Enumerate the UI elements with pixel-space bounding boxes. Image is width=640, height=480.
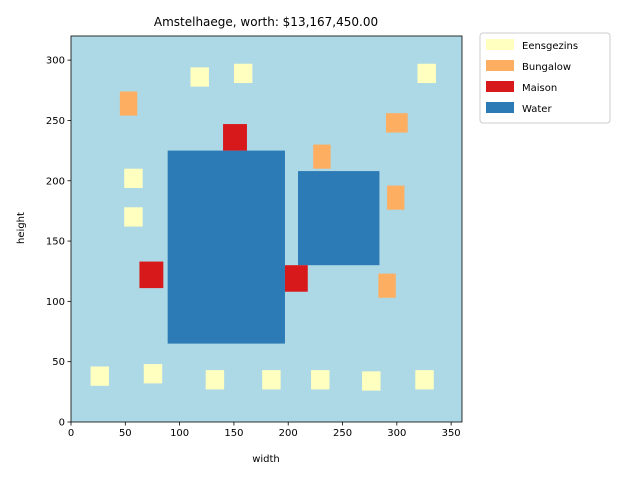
eensgezins-area-19 — [311, 370, 330, 390]
legend-frame — [479, 32, 611, 124]
legend: Eensgezins Bungalow Maison Water — [479, 32, 611, 124]
maison-area-3 — [139, 261, 164, 289]
legend-label-bungalow: Bungalow — [522, 62, 571, 73]
eensgezins-area-11 — [233, 63, 253, 84]
eensgezins-area-21 — [415, 370, 434, 390]
legend-swatch-bungalow — [486, 60, 514, 71]
bungalow-area-9 — [378, 273, 396, 298]
y-tick-label-1: 50 — [52, 357, 65, 368]
eensgezins-area-13 — [124, 168, 143, 188]
y-tick-label-4: 200 — [46, 176, 65, 187]
x-tick-label-0: 0 — [68, 428, 74, 439]
eensgezins-area-14 — [124, 207, 143, 227]
x-tick-label-2: 100 — [170, 428, 189, 439]
y-tick-label-6: 300 — [46, 56, 65, 67]
x-tick-label-1: 50 — [119, 428, 132, 439]
water-area-1 — [297, 171, 380, 266]
y-axis: 0 50 100 150 200 250 300 — [46, 56, 71, 429]
bungalow-area-7 — [385, 113, 408, 133]
eensgezins-area-16 — [143, 364, 163, 384]
x-axis-label: width — [252, 454, 280, 465]
legend-label-water: Water — [522, 104, 552, 115]
bungalow-area-6 — [313, 144, 331, 169]
legend-label-eensgezins: Eensgezins — [522, 41, 578, 52]
eensgezins-area-10 — [190, 67, 209, 87]
x-tick-label-5: 250 — [333, 428, 352, 439]
bungalow-area-8 — [387, 185, 405, 210]
eensgezins-area-18 — [262, 370, 281, 390]
x-tick-label-4: 200 — [279, 428, 298, 439]
x-tick-label-3: 150 — [224, 428, 243, 439]
bungalow-area-5 — [119, 91, 138, 116]
chart-title: Amstelhaege, worth: $13,167,450.00 — [154, 15, 378, 29]
x-tick-label-6: 300 — [387, 428, 406, 439]
x-tick-label-7: 350 — [442, 428, 461, 439]
maison-area-4 — [284, 265, 308, 292]
eensgezins-area-17 — [205, 370, 225, 390]
y-axis-label: height — [16, 212, 27, 244]
x-axis: 0 50 100 150 200 250 300 350 — [68, 422, 461, 439]
areas-layer — [90, 63, 436, 391]
y-tick-label-3: 150 — [46, 237, 65, 248]
legend-label-maison: Maison — [522, 83, 557, 94]
plot-frame — [70, 35, 463, 423]
y-tick-label-2: 100 — [46, 297, 65, 308]
water-area-0 — [167, 150, 285, 344]
legend-swatch-eensgezins — [486, 39, 514, 50]
legend-swatch-water — [486, 102, 514, 113]
y-tick-label-5: 250 — [46, 116, 65, 127]
y-tick-label-0: 0 — [59, 418, 65, 429]
eensgezins-area-12 — [417, 63, 436, 84]
eensgezins-area-20 — [362, 371, 381, 391]
maison-area-2 — [223, 124, 247, 151]
eensgezins-area-15 — [90, 366, 110, 386]
legend-swatch-maison — [486, 81, 514, 92]
